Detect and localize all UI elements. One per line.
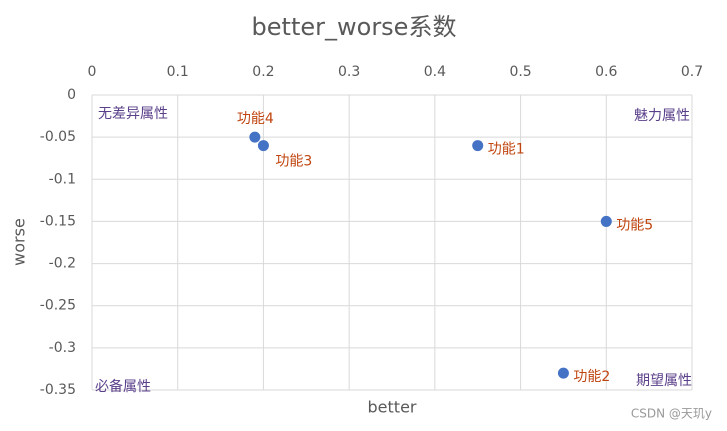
x-tick-label: 0.2 xyxy=(252,64,274,80)
x-tick-label: 0.1 xyxy=(167,64,189,80)
point xyxy=(600,215,612,227)
x-tick-label: 0.3 xyxy=(338,64,360,80)
point xyxy=(472,140,484,152)
y-tick-label: -0.1 xyxy=(49,171,76,187)
point-label: 功能1 xyxy=(488,142,525,158)
x-tick-label: 0.7 xyxy=(681,64,703,80)
y-tick-label: -0.35 xyxy=(40,382,76,398)
point xyxy=(557,367,569,379)
y-tick-label: -0.15 xyxy=(40,213,76,229)
point-label: 功能3 xyxy=(275,154,312,170)
x-tick-label: 0.5 xyxy=(509,64,531,80)
annotation: 期望属性 xyxy=(636,373,692,389)
point-label: 功能5 xyxy=(616,217,653,233)
x-tick-label: 0 xyxy=(88,64,97,80)
x-axis-label: better xyxy=(368,398,417,417)
annotation: 无差异属性 xyxy=(98,106,168,122)
point xyxy=(249,131,261,143)
point xyxy=(257,140,269,152)
y-tick-label: -0.05 xyxy=(40,129,76,145)
y-tick-label: -0.25 xyxy=(40,298,76,314)
annotation: 必备属性 xyxy=(95,378,151,395)
x-tick-label: 0.4 xyxy=(424,64,446,80)
y-tick-label: -0.3 xyxy=(49,340,76,356)
point-label: 功能4 xyxy=(237,111,274,127)
point-label: 功能2 xyxy=(573,369,610,385)
watermark: CSDN @天玑y xyxy=(631,407,712,421)
y-tick-label: 0 xyxy=(67,87,76,103)
y-axis-label: worse xyxy=(10,218,29,266)
chart-title: better_worse系数 xyxy=(252,13,457,41)
annotation: 魅力属性 xyxy=(634,108,690,124)
y-tick-label: -0.2 xyxy=(49,256,76,272)
x-tick-label: 0.6 xyxy=(595,64,617,80)
